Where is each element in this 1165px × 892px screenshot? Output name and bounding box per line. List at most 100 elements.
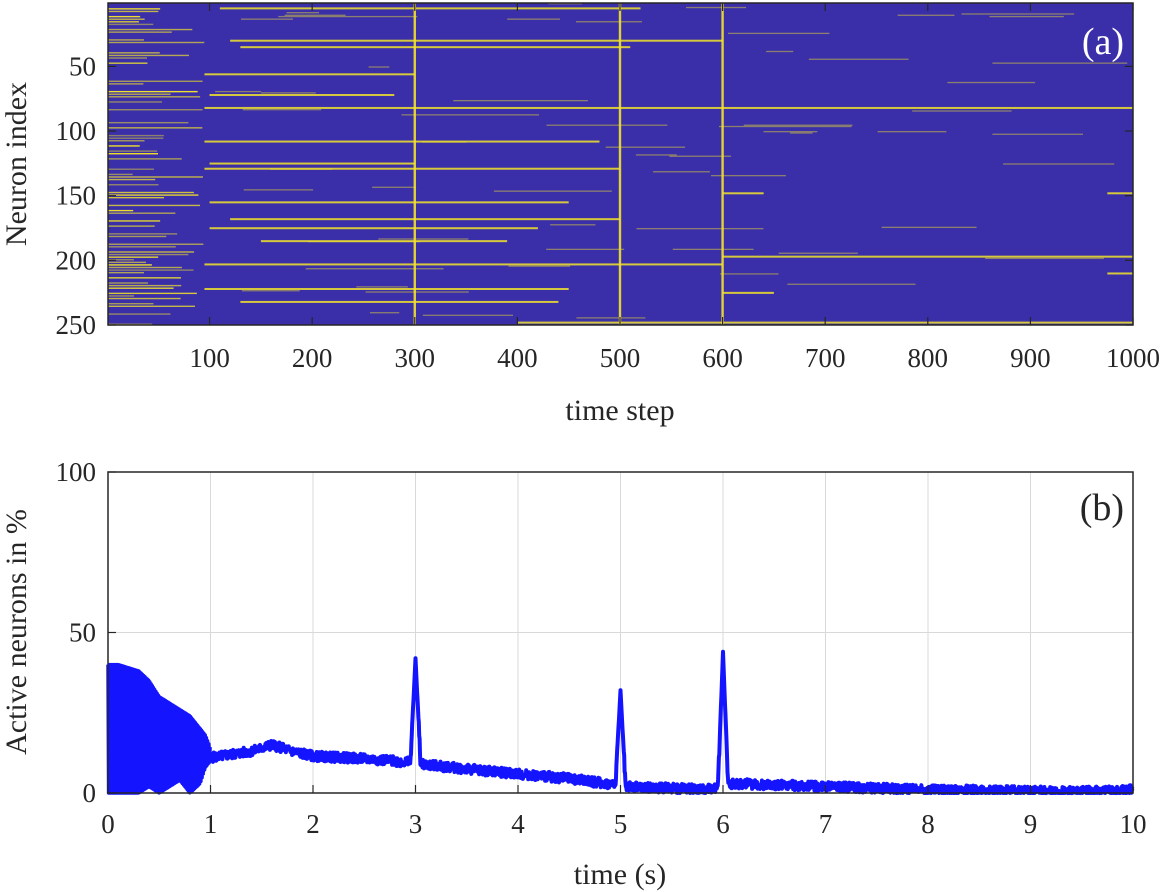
raster-sparse-trace [992,62,1128,64]
raster-initial-row [108,305,195,308]
raster-sparse-trace [546,248,625,251]
raster-sparse-trace [241,290,300,292]
raster-sparse-trace [947,81,1036,84]
raster-initial-row [108,96,201,98]
raster-sparse-trace [635,154,677,156]
raster-spike-row [209,162,415,165]
activity-x-tick-label: 10 [1120,809,1147,839]
activity-x-tick-label: 7 [819,809,833,839]
raster-initial-row [108,168,154,170]
raster-initial-row [108,264,152,266]
raster-x-tick-label: 600 [702,343,743,373]
raster-burst-column [721,3,724,325]
raster-initial-row [108,292,197,295]
raster-y-tick-label: 250 [56,310,97,340]
raster-sparse-trace [493,190,612,192]
raster-initial-row [108,90,198,93]
raster-initial-row [108,153,159,155]
raster-sparse-trace [546,124,668,126]
raster-sparse-trace [877,131,947,133]
raster-sparse-trace [653,171,710,173]
raster-initial-row [108,269,194,271]
raster-sparse-trace [728,32,830,35]
raster-initial-row [108,83,144,85]
raster-sparse-trace [789,132,813,134]
raster-initial-row [108,23,154,26]
raster-initial-row [108,284,182,287]
raster-initial-row [108,145,140,147]
raster-sparse-trace [672,248,754,251]
activity-x-tick-label: 8 [921,809,935,839]
raster-initial-row [108,15,141,18]
activity-y-tick-label: 0 [83,778,97,808]
raster-sparse-trace [378,238,469,240]
raster-initial-row [108,225,155,227]
raster-spike-row [1107,192,1133,195]
raster-x-label: time step [565,394,674,427]
raster-sparse-trace [243,189,314,191]
raster-sparse-trace [787,283,916,285]
raster-initial-row [108,176,203,178]
activity-x-tick-label: 3 [409,809,423,839]
raster-sparse-trace [576,21,643,23]
raster-sparse-trace [711,174,786,177]
activity-x-tick-label: 5 [614,809,628,839]
raster-initial-row [108,246,176,248]
raster-sparse-trace [743,124,853,126]
raster-initial-row [108,261,147,264]
activity-panel-label: (b) [1080,487,1124,529]
raster-spike-row [230,39,723,42]
activity-y-ticks: 0 50 100 [56,457,116,808]
raster-initial-row [108,251,195,253]
raster-initial-row [108,134,164,137]
raster-initial-row [108,93,171,95]
raster-sparse-trace [897,14,955,16]
raster-initial-row [108,178,156,181]
raster-spike-row [230,218,620,221]
raster-spike-row [1107,272,1133,275]
raster-initial-row [108,80,203,82]
raster-x-tick-label: 300 [395,343,436,373]
raster-initial-row [108,28,193,31]
raster-spike-row [209,94,395,97]
raster-sparse-trace [686,6,747,9]
activity-x-label: time (s) [574,858,666,891]
raster-initial-row [108,18,145,20]
raster-sparse-trace [985,257,1104,260]
raster-initial-row [108,173,133,176]
raster-initial-row [108,39,145,41]
raster-x-tick-label: 400 [497,343,538,373]
raster-spike-row [204,263,723,266]
raster-sparse-trace [912,110,1012,112]
raster-x-tick-label: 500 [600,343,641,373]
raster-initial-row [108,271,145,274]
raster-initial-row [108,297,181,300]
raster-initial-row [108,150,158,152]
raster-sparse-trace [369,312,400,314]
raster-initial-row [108,8,161,10]
raster-sparse-trace [992,133,1084,135]
activity-x-tick-label: 9 [1024,809,1038,839]
activity-x-tick-label: 1 [204,809,218,839]
raster-sparse-trace [636,228,764,230]
raster-sparse-trace [368,66,390,68]
raster-panel: 100 200 300 400 500 600 700 800 900 1000 50 100 150… [0,2,1160,427]
raster-sparse-trace [605,146,686,148]
raster-sparse-trace [453,99,588,102]
activity-y-tick-label: 50 [69,618,96,648]
activity-y-label: Active neurons in % [0,509,33,755]
raster-sparse-trace [718,125,852,128]
raster-spike-row [260,240,508,243]
raster-initial-row [108,10,159,13]
raster-sparse-trace [1003,163,1115,165]
raster-initial-row [108,253,189,256]
raster-sparse-trace [305,268,444,270]
raster-sparse-trace [778,252,858,254]
raster-sparse-trace [720,273,779,275]
raster-sparse-trace [766,50,794,53]
raster-initial-row [108,233,178,235]
raster-initial-row [108,41,205,44]
raster-sparse-trace [808,58,909,60]
raster-sparse-trace [422,314,513,316]
